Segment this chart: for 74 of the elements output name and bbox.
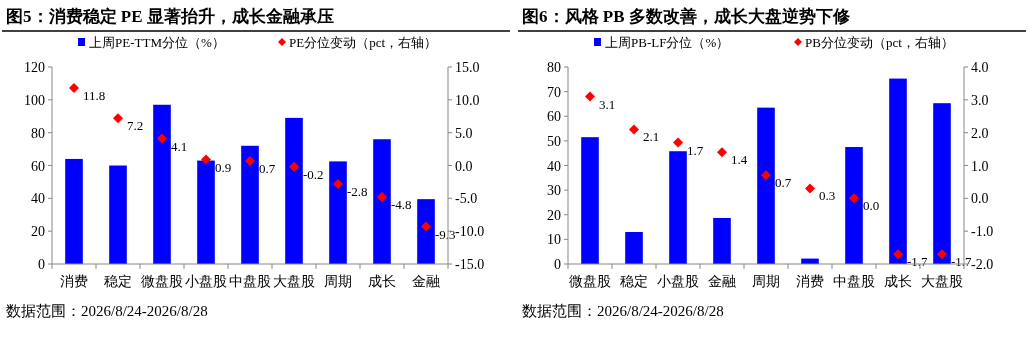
x-tick-label: 大盘股 [273,274,315,289]
data-label: -1.7 [907,254,928,270]
y-tick-label: 0 [554,257,561,272]
data-label: 0.3 [819,188,836,204]
legend: PE分位变动（pct，右轴） [289,35,438,50]
data-label: 0.0 [863,198,880,214]
x-tick-label: 微盘股 [569,274,611,289]
legend: 上周PB-LF分位（%） [605,35,730,50]
data-label: -0.2 [303,166,324,182]
y-tick-label: 0 [38,257,45,272]
y-tick-label: 80 [31,125,45,141]
y2-tick-label: 1.0 [971,158,989,174]
y-tick-label: 60 [31,158,45,174]
x-tick-label: 成长 [368,274,396,289]
data-label: 4.1 [171,138,188,154]
x-tick-label: 周期 [324,274,352,289]
annotation: 数据范围：2026/8/24-2026/8/28 [522,303,724,319]
y-tick-label: 120 [24,60,45,75]
data-label: 3.1 [599,96,616,112]
data-label: -9.3 [435,226,456,242]
y2-tick-label: -10.0 [455,224,485,240]
y-tick-label: 40 [547,158,561,174]
data-label: 1.4 [731,152,748,168]
x-tick-label: 消费 [796,274,824,289]
x-tick-label: 小盘股 [185,274,227,289]
title: 图6：风格 PB 多数改善，成长大盘逆势下修 [522,7,850,26]
y-tick-label: 30 [547,183,561,199]
x-tick-label: 金融 [412,274,440,289]
x-tick-label: 周期 [752,274,780,289]
legend: 上周PE-TTM分位（%） [89,35,225,50]
data-label: 0.9 [215,159,232,175]
y2-tick-label: -1.0 [971,224,994,240]
x-tick-label: 金融 [708,274,736,289]
data-label: -2.8 [347,183,368,199]
y2-tick-label: 0.0 [971,191,989,207]
x-tick-label: 微盘股 [141,274,183,289]
y2-tick-label: 10.0 [455,92,480,108]
data-label: 2.1 [643,129,660,145]
data-label: 11.8 [83,88,106,103]
title: 图5：消费稳定 PE 显著抬升，成长金融承压 [6,7,334,26]
y-tick-label: 10 [547,232,561,248]
data-label: 7.2 [127,118,144,134]
annotation: 数据范围：2026/8/24-2026/8/28 [6,303,208,319]
legend: PB分位变动（pct，右轴） [805,35,954,50]
data-label: 0.7 [775,175,792,191]
data-label: 0.7 [259,160,276,176]
y2-tick-label: -5.0 [455,191,478,207]
x-tick-label: 稳定 [620,274,648,289]
x-tick-label: 中盘股 [833,274,875,289]
data-label: -1.7 [951,254,972,270]
x-tick-label: 小盘股 [657,274,699,289]
y2-tick-label: 0.0 [455,158,473,174]
y-tick-label: 20 [31,224,45,240]
y2-tick-label: 4.0 [971,60,989,75]
x-tick-label: 消费 [60,274,88,289]
y-tick-label: 60 [547,109,561,125]
data-label: 1.7 [687,142,704,158]
x-tick-label: 成长 [884,274,912,289]
y-tick-label: 50 [547,133,561,149]
x-tick-label: 大盘股 [921,274,963,289]
y2-tick-label: 2.0 [971,125,989,141]
data-label: -4.8 [391,197,412,212]
x-tick-label: 中盘股 [229,274,271,289]
y2-tick-label: -2.0 [971,257,994,272]
y2-tick-label: -15.0 [455,257,485,272]
x-tick-label: 稳定 [104,274,132,289]
y-tick-label: 70 [547,84,561,100]
y-tick-label: 80 [547,60,561,75]
y2-tick-label: 5.0 [455,125,473,141]
y-tick-label: 40 [31,191,45,207]
y-tick-label: 100 [24,92,45,108]
y2-tick-label: 3.0 [971,92,989,108]
y-tick-label: 20 [547,207,561,223]
y2-tick-label: 15.0 [455,60,480,75]
